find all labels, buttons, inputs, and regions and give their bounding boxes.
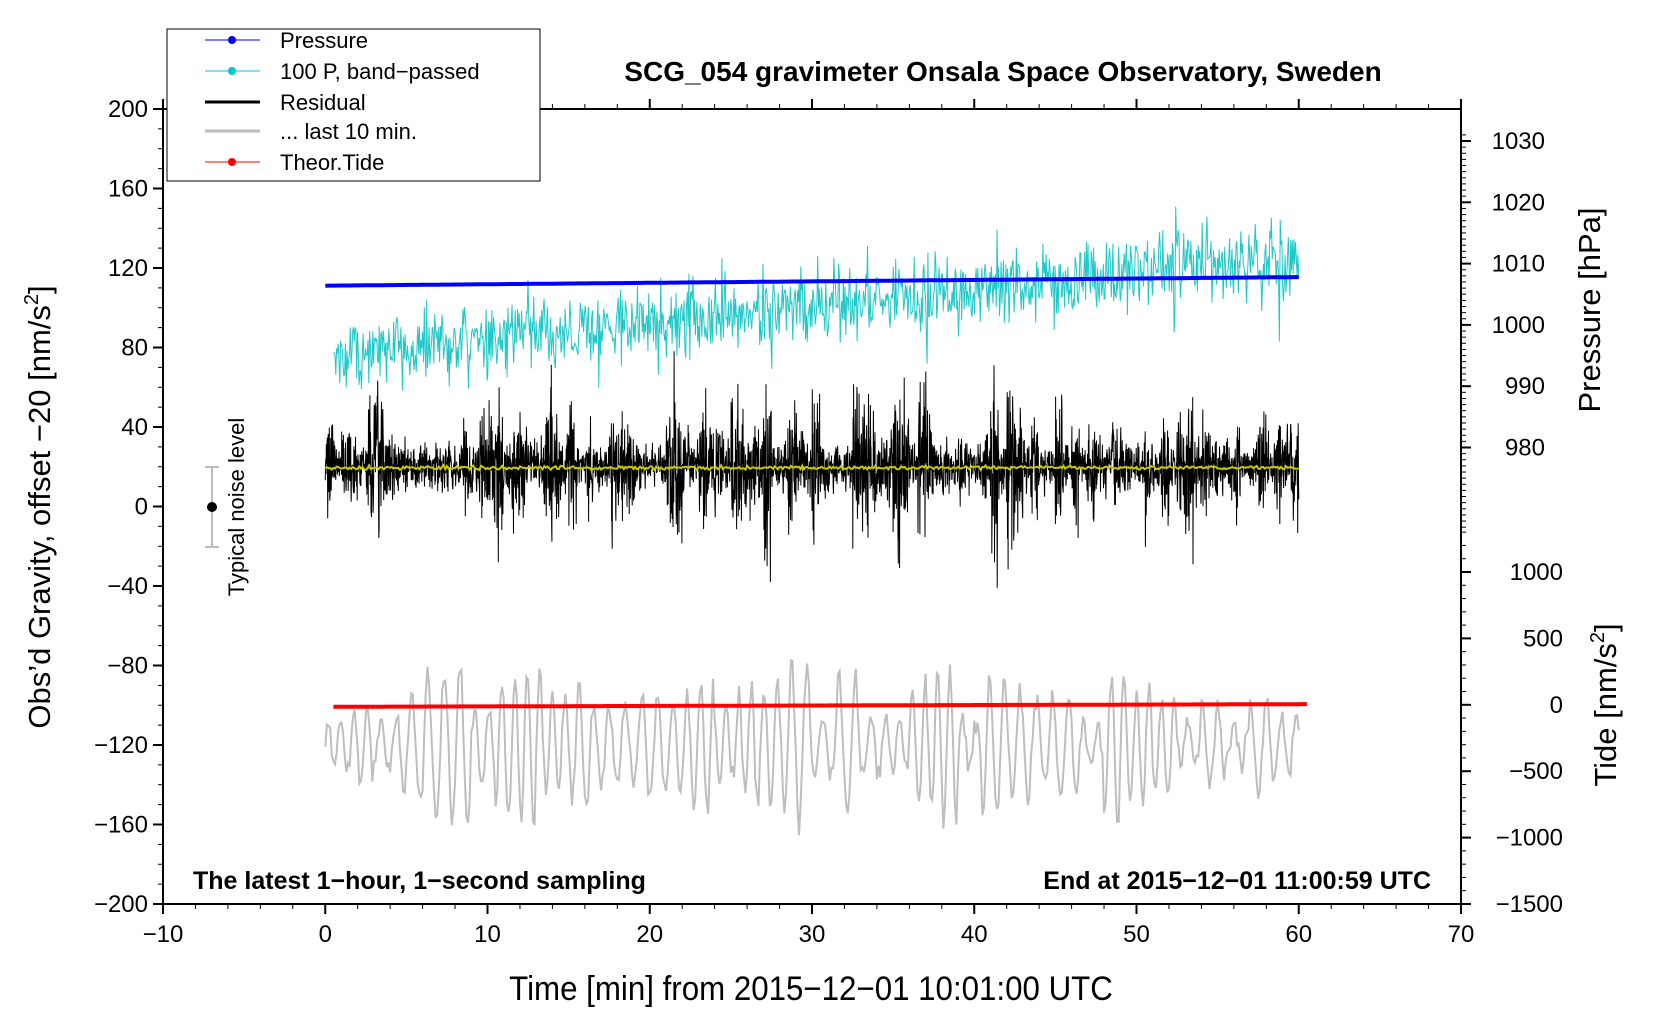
series-pressure (325, 275, 1299, 288)
pressure-tick-label: 1020 (1492, 189, 1545, 216)
pressure-tick-label: 980 (1505, 435, 1545, 462)
legend-swatch-marker (228, 36, 236, 44)
tide-tick-label: 1000 (1510, 559, 1563, 586)
pressure-tick-label: 1000 (1492, 312, 1545, 339)
tide-tick-label: 0 (1550, 692, 1563, 719)
noise-level-label: Typical noise level (224, 418, 249, 597)
series-residual-smoothed (324, 462, 1300, 473)
legend-label: Theor.Tide (280, 150, 384, 175)
chart-title: SCG_054 gravimeter Onsala Space Observat… (624, 56, 1381, 87)
y-tick-label: −80 (107, 653, 148, 680)
x-tick-label: 70 (1448, 921, 1475, 948)
tide-axis-label: Tide [nm/s2] (1587, 623, 1623, 786)
y-tick-label: 160 (108, 176, 148, 203)
tide-tick-label: −1000 (1496, 825, 1563, 852)
x-tick-label: 30 (799, 921, 826, 948)
legend-label: Pressure (280, 28, 368, 53)
legend-swatch-marker (228, 158, 236, 166)
pressure-tick-label: 1030 (1492, 128, 1545, 155)
y-tick-label: −160 (94, 812, 148, 839)
x-tick-label: −10 (143, 921, 184, 948)
tide-tick-label: −1500 (1496, 891, 1563, 918)
y-tick-label: 200 (108, 96, 148, 123)
legend-swatch-marker (228, 67, 236, 75)
legend-label: ... last 10 min. (280, 119, 417, 144)
pressure-axis-label: Pressure [hPa] (1572, 207, 1607, 412)
y-tick-label: −200 (94, 891, 148, 918)
series-residual (324, 351, 1300, 588)
x-tick-label: 10 (474, 921, 501, 948)
x-tick-label: 40 (961, 921, 988, 948)
legend: Pressure 100 P, band−passed Residual ... la… (166, 28, 541, 182)
series-last-10-min (324, 658, 1300, 836)
pressure-tick-label: 1010 (1492, 251, 1545, 278)
tide-tick-label: 500 (1523, 625, 1563, 652)
tide-tick-label: −500 (1509, 758, 1563, 785)
ticks-layer: −10 0 10 20 30 40 50 60 7020016012080400−40−80−1… (94, 96, 1563, 948)
y-tick-label: 0 (135, 494, 148, 521)
series-theor-tide (333, 702, 1307, 709)
y-axis-label: Obs’d Gravity, offset −20 [nm/s2] (21, 285, 57, 728)
legend-label: 100 P, band−passed (280, 59, 480, 84)
y-tick-label: 120 (108, 255, 148, 282)
annotation-left: The latest 1−hour, 1−second sampling (193, 867, 646, 895)
x-axis-label: Time [min] from 2015−12−01 10:01:00 UTC (509, 969, 1113, 1008)
series-layer (324, 206, 1307, 836)
x-tick-label: 0 (319, 921, 332, 948)
x-tick-label: 60 (1285, 921, 1312, 948)
noise-level-marker (205, 466, 219, 548)
annotation-right: End at 2015−12−01 11:00:59 UTC (1043, 867, 1431, 895)
y-tick-label: −120 (94, 732, 148, 759)
legend-label: Residual (280, 90, 366, 115)
x-tick-label: 50 (1123, 921, 1150, 948)
pressure-tick-label: 990 (1505, 373, 1545, 400)
x-tick-label: 20 (636, 921, 663, 948)
y-tick-label: 40 (121, 414, 148, 441)
y-tick-label: −40 (107, 573, 148, 600)
series-band-passed (333, 206, 1300, 391)
y-tick-label: 80 (121, 335, 148, 362)
